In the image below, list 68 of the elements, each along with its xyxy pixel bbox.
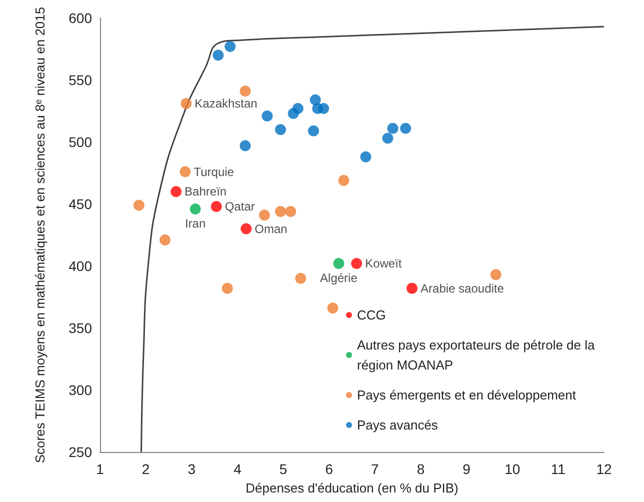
point: [240, 86, 251, 97]
point: [327, 302, 338, 314]
x-tick-label: 1: [96, 461, 104, 477]
y-tick-label: 500: [68, 134, 92, 150]
point: [212, 50, 224, 61]
y-tick-label: 250: [68, 444, 92, 460]
data-label: Arabie saoudite: [420, 281, 504, 296]
x-tick-label: 11: [550, 461, 566, 477]
line-series: [140, 26, 605, 453]
point: [240, 223, 252, 234]
x-tick-label: 4: [234, 461, 242, 477]
y-tick-label: 300: [68, 382, 92, 398]
point: [490, 269, 502, 280]
x-tick-label: 5: [279, 461, 288, 477]
point: [400, 122, 412, 134]
point: [170, 186, 182, 198]
point: [295, 272, 306, 284]
data-label: Algérie: [320, 271, 358, 286]
legend-label: Pays émergents et en développement: [357, 388, 576, 402]
legend-label: CCG: [357, 308, 386, 322]
data-label: Kazakhstan: [194, 96, 258, 111]
x-tick-label: 8: [416, 461, 425, 477]
point: [190, 203, 201, 214]
point: [224, 41, 236, 52]
point: [351, 258, 362, 270]
data-label: Qatar: [224, 199, 255, 214]
point: [333, 258, 344, 270]
x-tick-label: 2: [142, 461, 150, 477]
point: [222, 282, 233, 294]
data-label: Iran: [184, 216, 206, 230]
y-tick-label: 550: [68, 72, 92, 88]
point: [318, 103, 330, 114]
x-tick-label: 12: [596, 461, 612, 477]
point: [180, 166, 191, 178]
point: [406, 282, 418, 294]
point: [275, 206, 286, 217]
point: [275, 124, 286, 136]
legend-label: Autres pays exportateurs de pétrole de la région MOANAP: [357, 338, 598, 372]
x-axis-title: Dépenses d'éducation (en % du PIB): [246, 480, 458, 496]
point: [180, 98, 192, 110]
y-tick-label: 600: [68, 10, 92, 26]
data-label: Turquie: [194, 164, 234, 179]
legend-label: Pays avancés: [357, 418, 438, 432]
point: [133, 200, 144, 211]
point: [262, 110, 273, 122]
y-tick-label: 350: [68, 320, 92, 336]
point: [338, 174, 350, 186]
point: [210, 200, 222, 212]
y-tick-label: 400: [68, 258, 92, 274]
point: [382, 132, 394, 144]
data-label: Oman: [254, 222, 288, 236]
data-label: Koweït: [365, 256, 402, 271]
point: [360, 151, 372, 162]
x-tick-label: 6: [325, 461, 334, 477]
point: [259, 210, 270, 221]
point: [292, 103, 304, 114]
point: [387, 122, 398, 134]
point: [160, 234, 171, 246]
x-tick-label: 7: [371, 461, 380, 477]
y-axis-title: Scores TEIMS moyens en mathématiques et en sciences au 8ᵉ niveau en 2015: [32, 6, 48, 464]
y-tick-label: 450: [68, 196, 92, 212]
point: [240, 140, 251, 152]
point: [308, 125, 320, 136]
point: [285, 206, 296, 217]
data-label: Bahreïn: [184, 184, 227, 199]
x-tick-label: 9: [462, 461, 471, 477]
x-tick-label: 10: [504, 461, 520, 477]
x-tick-label: 3: [188, 461, 196, 477]
